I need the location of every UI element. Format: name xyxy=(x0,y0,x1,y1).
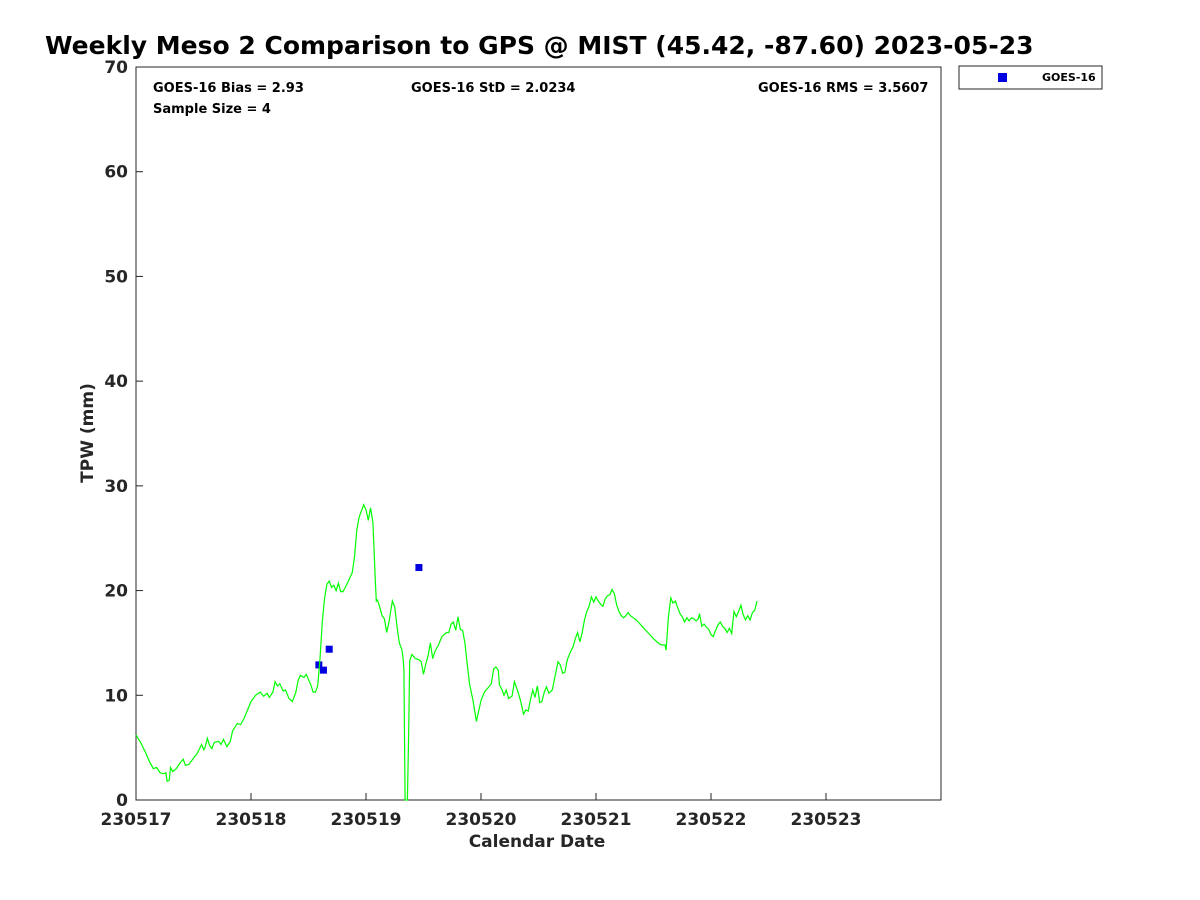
goes16-data-point xyxy=(415,564,423,572)
y-axis: 0 10 20 30 40 50 60 70 xyxy=(104,58,143,811)
x-axis-label: Calendar Date xyxy=(469,832,606,852)
std-stat: GOES-16 StD = 2.0234 xyxy=(411,81,575,96)
goes16-data-point xyxy=(315,661,323,669)
bias-stat: GOES-16 Bias = 2.93 xyxy=(153,81,304,96)
x-tick-label: 230521 xyxy=(561,810,632,830)
y-tick-label: 50 xyxy=(104,267,128,287)
x-tick-label: 230520 xyxy=(446,810,517,830)
y-tick-label: 60 xyxy=(104,163,128,183)
legend: GOES-16 xyxy=(958,65,1103,90)
x-axis: 230517 230518 230519 230520 230521 230522 2305… xyxy=(101,793,862,830)
y-tick-label: 0 xyxy=(116,791,128,811)
series-layer xyxy=(135,503,758,801)
x-tick-label: 230517 xyxy=(101,810,172,830)
x-tick-label: 230518 xyxy=(216,810,287,830)
sample-size-stat: Sample Size = 4 xyxy=(153,102,271,117)
y-tick-label: 10 xyxy=(104,686,128,706)
y-tick-label: 70 xyxy=(104,58,128,78)
legend-label-goes16: GOES-16 xyxy=(1042,71,1096,84)
legend-box xyxy=(958,65,1103,90)
chart-title: Weekly Meso 2 Comparison to GPS @ MIST (… xyxy=(45,31,1034,60)
goes16-data-point xyxy=(319,666,327,674)
legend-marker-goes16 xyxy=(998,73,1007,82)
x-tick-label: 230523 xyxy=(791,810,862,830)
y-tick-label: 40 xyxy=(104,372,128,392)
plot-area xyxy=(135,66,942,801)
rms-stat: GOES-16 RMS = 3.5607 xyxy=(758,81,928,96)
y-tick-label: 20 xyxy=(104,582,128,602)
y-axis-label: TPW (mm) xyxy=(78,383,98,483)
y-tick-label: 30 xyxy=(104,477,128,497)
x-tick-label: 230519 xyxy=(331,810,402,830)
x-tick-label: 230522 xyxy=(676,810,747,830)
gps-tpw-line xyxy=(135,503,758,801)
goes16-data-point xyxy=(325,645,333,653)
